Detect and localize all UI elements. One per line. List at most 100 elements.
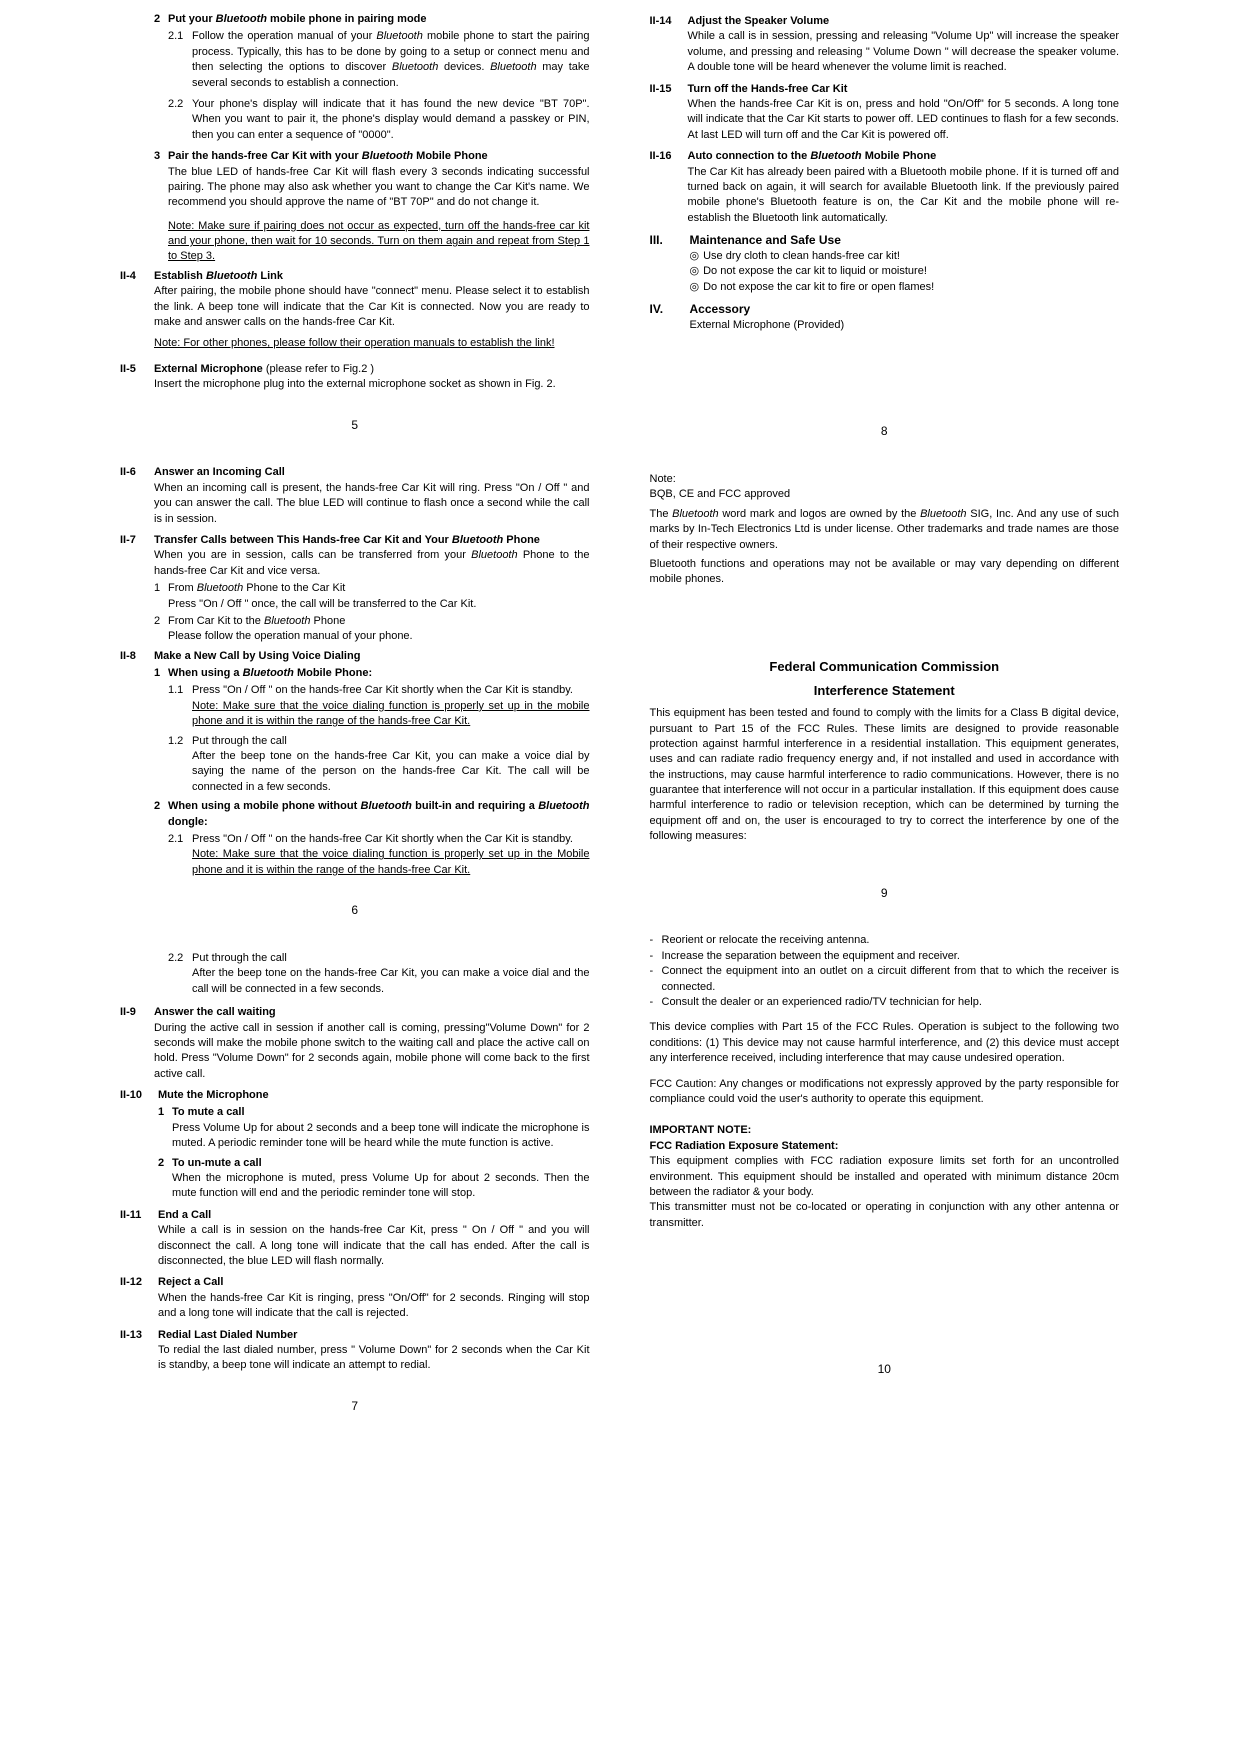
iv-num: IV. <box>650 301 690 318</box>
ii6-body: When an incoming call is present, the ha… <box>154 481 590 527</box>
fcc-rad-body: This equipment complies with FCC radiati… <box>650 1154 1120 1200</box>
iii-title: Maintenance and Safe Use <box>690 232 1120 249</box>
page-9: 9 <box>650 885 1120 902</box>
ii8-2-num: 2 <box>154 799 168 830</box>
fcc-body: This equipment has been tested and found… <box>650 706 1120 845</box>
ii10-2-title: To un-mute a call <box>172 1156 590 1171</box>
step-3-title: Pair the hands-free Car Kit with your Bl… <box>168 149 590 164</box>
ii8-11-body: Press "On / Off " on the hands-free Car … <box>192 683 590 698</box>
ii9-num: II-9 <box>120 1005 154 1020</box>
ii12-num: II-12 <box>120 1275 158 1290</box>
fcc-rad-title: FCC Radiation Exposure Statement: <box>650 1139 1120 1154</box>
ii13-body: To redial the last dialed number, press … <box>158 1343 590 1374</box>
ii4-title: Establish Bluetooth Link <box>154 269 590 284</box>
page-5: 5 <box>120 417 590 434</box>
iii-item-1: Use dry cloth to clean hands-free car ki… <box>690 249 1120 264</box>
ii7-2-num: 2 <box>154 614 168 629</box>
step-2-1-text: Follow the operation manual of your Blue… <box>192 29 590 91</box>
ii15-body: When the hands-free Car Kit is on, press… <box>688 97 1120 143</box>
ii9-body: During the active call in session if ano… <box>154 1021 590 1083</box>
ii11-body: While a call is in session on the hands-… <box>158 1223 590 1269</box>
fcc-rad-body2: This transmitter must not be co-located … <box>650 1200 1120 1231</box>
ii8-2-title: When using a mobile phone without Blueto… <box>168 799 590 830</box>
ii9-title: Answer the call waiting <box>154 1005 590 1020</box>
ii16-body: The Car Kit has already been paired with… <box>688 165 1120 227</box>
ii7-1-body: Press "On / Off " once, the call will be… <box>168 597 590 612</box>
ii5-title: External Microphone (please refer to Fig… <box>154 362 590 377</box>
ii8-22-num: 2.2 <box>168 951 192 966</box>
ii12-body: When the hands-free Car Kit is ringing, … <box>158 1291 590 1322</box>
ii13-num: II-13 <box>120 1328 158 1343</box>
iii-num: III. <box>650 232 690 249</box>
step-2-num: 2 <box>154 12 168 27</box>
ii7-1-title: From Bluetooth Phone to the Car Kit <box>168 581 590 596</box>
ii15-title: Turn off the Hands-free Car Kit <box>688 82 1120 97</box>
bullet-2: -Increase the separation between the equ… <box>650 949 1120 964</box>
ii8-22-title: Put through the call <box>192 951 590 966</box>
ii8-22-body: After the beep tone on the hands-free Ca… <box>192 966 590 997</box>
ii11-num: II-11 <box>120 1208 158 1223</box>
ii7-2-body: Please follow the operation manual of yo… <box>168 629 590 644</box>
ii10-2-num: 2 <box>158 1156 172 1171</box>
iii-item-3: Do not expose the car kit to fire or ope… <box>690 280 1120 295</box>
ii14-body: While a call is in session, pressing and… <box>688 29 1120 75</box>
note-label: Note: <box>650 472 1120 487</box>
step-2-2-text: Your phone's display will indicate that … <box>192 97 590 143</box>
step-3-note: Note: Make sure if pairing does not occu… <box>168 219 590 265</box>
page-10: 10 <box>650 1361 1120 1378</box>
ii8-11-note: Note: Make sure that the voice dialing f… <box>192 699 590 730</box>
important-note-label: IMPORTANT NOTE: <box>650 1123 1120 1138</box>
ii13-title: Redial Last Dialed Number <box>158 1328 590 1343</box>
ii7-num: II-7 <box>120 533 154 548</box>
part15-text: This device complies with Part 15 of the… <box>650 1020 1120 1066</box>
ii8-21-note: Note: Make sure that the voice dialing f… <box>192 847 590 878</box>
fcc-caution-text: FCC Caution: Any changes or modification… <box>650 1077 1120 1108</box>
ii8-12-body: After the beep tone on the hands-free Ca… <box>192 749 590 795</box>
left-column: 2 Put your Bluetooth mobile phone in pai… <box>120 10 590 1447</box>
bullet-1: -Reorient or relocate the receiving ante… <box>650 933 1120 948</box>
ii8-1-num: 1 <box>154 666 168 681</box>
ii16-num: II-16 <box>650 149 688 164</box>
ii16-title: Auto connection to the Bluetooth Mobile … <box>688 149 1120 164</box>
ii7-title: Transfer Calls between This Hands-free C… <box>154 533 590 548</box>
ii10-1-num: 1 <box>158 1105 172 1120</box>
trademark-text: The Bluetooth word mark and logos are ow… <box>650 507 1120 553</box>
ii8-12-num: 1.2 <box>168 734 192 749</box>
ii6-num: II-6 <box>120 465 154 480</box>
page-6: 6 <box>120 902 590 919</box>
ii7-2-title: From Car Kit to the Bluetooth Phone <box>168 614 590 629</box>
ii15-num: II-15 <box>650 82 688 97</box>
bullet-4: -Consult the dealer or an experienced ra… <box>650 995 1120 1010</box>
step-2-2-num: 2.2 <box>168 97 192 143</box>
step-2-1-num: 2.1 <box>168 29 192 91</box>
ii10-1-title: To mute a call <box>172 1105 590 1120</box>
bullet-3: -Connect the equipment into an outlet on… <box>650 964 1120 995</box>
step-3-body: The blue LED of hands-free Car Kit will … <box>168 165 590 211</box>
page-8: 8 <box>650 423 1120 440</box>
ii6-title: Answer an Incoming Call <box>154 465 590 480</box>
right-column: II-14 Adjust the Speaker Volume While a … <box>650 10 1120 1447</box>
iv-body: External Microphone (Provided) <box>690 318 1120 333</box>
step-2-title: Put your Bluetooth mobile phone in pairi… <box>168 12 590 27</box>
fcc-title-2: Interference Statement <box>650 682 1120 700</box>
page-7: 7 <box>120 1398 590 1415</box>
ii7-1-num: 1 <box>154 581 168 596</box>
ii5-num: II-5 <box>120 362 154 377</box>
ii8-21-body: Press "On / Off " on the hands-free Car … <box>192 832 590 847</box>
ii7-body: When you are in session, calls can be tr… <box>154 548 590 579</box>
ii5-body: Insert the microphone plug into the exte… <box>154 377 590 392</box>
step-3-num: 3 <box>154 149 168 164</box>
ii10-num: II-10 <box>120 1088 158 1103</box>
ii8-title: Make a New Call by Using Voice Dialing <box>154 649 590 664</box>
ii10-2-body: When the microphone is muted, press Volu… <box>172 1171 590 1202</box>
ii8-num: II-8 <box>120 649 154 664</box>
ii4-body: After pairing, the mobile phone should h… <box>154 284 590 330</box>
ii8-11-num: 1.1 <box>168 683 192 698</box>
fcc-title-1: Federal Communication Commission <box>650 658 1120 676</box>
ii8-12-title: Put through the call <box>192 734 590 749</box>
ii8-1-title: When using a Bluetooth Mobile Phone: <box>168 666 590 681</box>
ii8-21-num: 2.1 <box>168 832 192 847</box>
ii10-title: Mute the Microphone <box>158 1088 590 1103</box>
ii11-title: End a Call <box>158 1208 590 1223</box>
ii12-title: Reject a Call <box>158 1275 590 1290</box>
